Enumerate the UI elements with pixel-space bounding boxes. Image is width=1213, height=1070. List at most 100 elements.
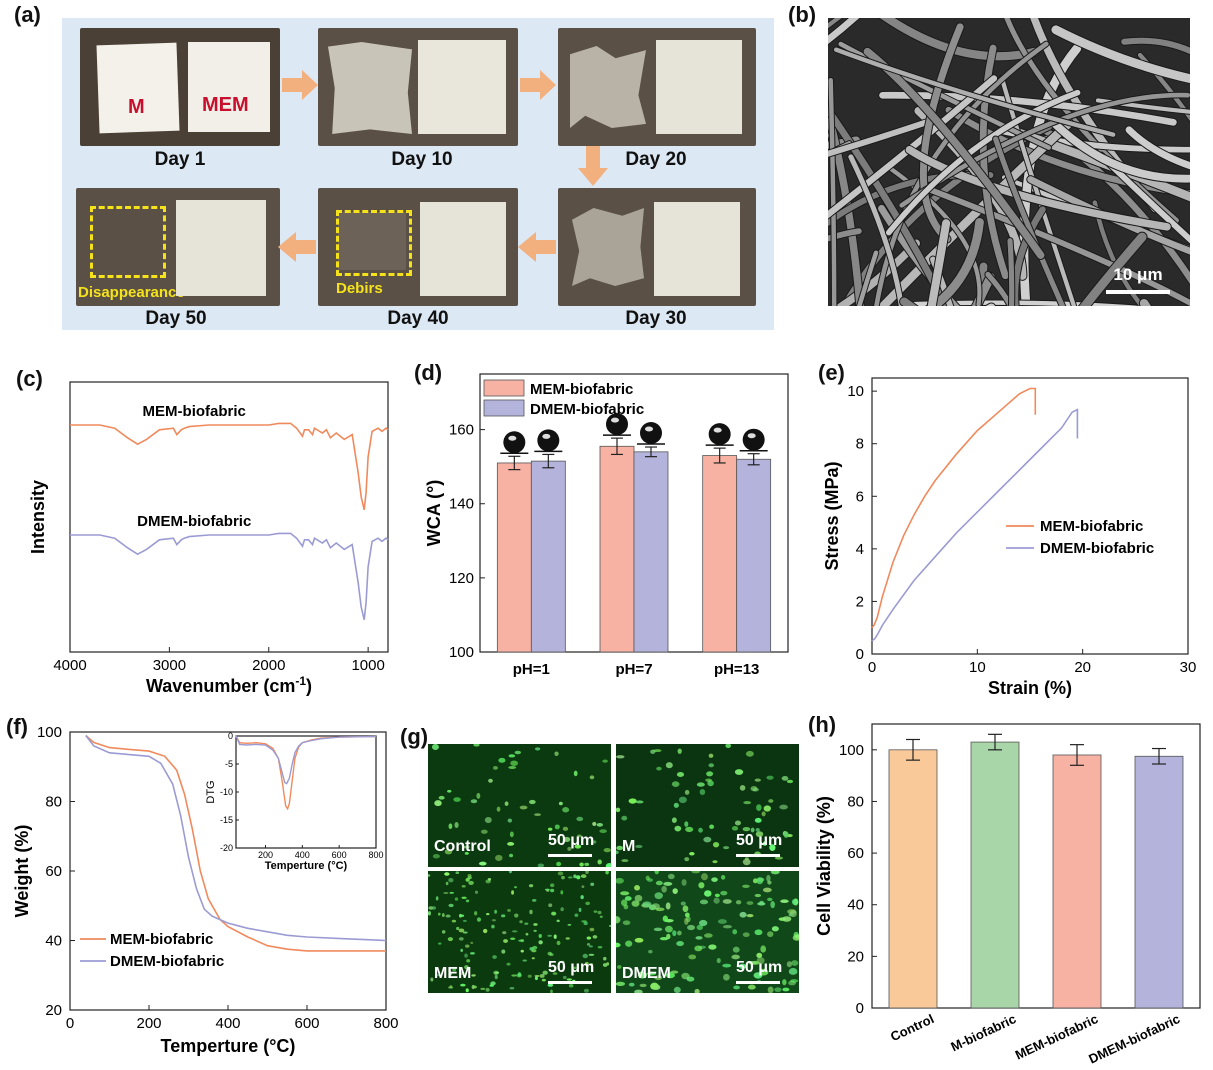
cell-dot [451, 919, 457, 923]
cell-dot [645, 875, 650, 881]
cell-dot [698, 882, 705, 889]
cell-dot [650, 982, 659, 990]
cell-dot [500, 914, 506, 918]
cell-dot [635, 800, 644, 804]
panel-label-f: (f) [6, 714, 28, 739]
cell-dot [589, 927, 595, 932]
cell-dot [637, 971, 648, 979]
x-tick-label: 800 [373, 1015, 398, 1032]
cell-dot [560, 907, 564, 912]
arrow-right-icon [282, 70, 318, 100]
cell-dot [731, 826, 739, 831]
cell-dot [520, 949, 524, 953]
cell-dot [585, 901, 591, 906]
cell-dot [501, 949, 506, 954]
cell-dot [590, 882, 595, 886]
cell-dot [748, 960, 758, 965]
cell-dot [722, 925, 733, 929]
droplet-highlight [747, 433, 756, 439]
cell-dot [464, 965, 469, 970]
cell-dot [492, 919, 496, 922]
cell-dot [747, 984, 756, 990]
plot-frame [69, 381, 389, 653]
droplet-icon [537, 429, 560, 452]
cell-dot [438, 795, 445, 800]
legend-label: DMEM-biofabric [110, 953, 224, 970]
cell-dot [491, 924, 495, 929]
cell-dot [634, 989, 643, 993]
cell-dot [759, 968, 769, 976]
cell-dot [449, 972, 453, 976]
droplet-icon [742, 428, 765, 451]
cell-dot [495, 854, 503, 862]
y-tick-label: 120 [449, 570, 474, 587]
cell-dot [494, 974, 498, 980]
cell-dot [767, 986, 774, 993]
cell-dot [708, 763, 715, 768]
cell-dot [544, 888, 550, 891]
inset-y-tick-label: -20 [220, 843, 233, 853]
disappearance-label: Disappearance [78, 284, 185, 301]
y-axis-label: Intensity [30, 480, 48, 554]
cell-dot [696, 924, 703, 930]
cell-dot [603, 956, 607, 961]
cell-dot [480, 987, 486, 991]
cell-dot [756, 957, 765, 965]
cell-dot [562, 826, 569, 831]
cell-dot [502, 931, 507, 935]
cell-dot [534, 976, 538, 981]
cell-dot [682, 905, 689, 913]
cell-dot [528, 884, 534, 888]
cell-dot [654, 975, 663, 981]
cell-dot [560, 960, 565, 963]
day-1-label: Day 1 [154, 149, 206, 170]
cell-dot [562, 975, 567, 980]
cell-dot [722, 899, 732, 904]
cell-dot [453, 797, 461, 802]
cell-dot [498, 757, 506, 763]
cell-dot [688, 954, 697, 960]
cell-dot [757, 902, 766, 906]
cell-dot [602, 963, 608, 967]
fiber [1014, 128, 1190, 202]
cell-dot [782, 916, 792, 922]
cell-dot [554, 751, 559, 757]
cell-dot [674, 825, 682, 832]
cell-dot [572, 966, 577, 969]
cell-dot [554, 824, 560, 830]
cell-dot [739, 785, 746, 791]
cell-dot [458, 937, 464, 941]
series-line-MEM-biofabric [70, 422, 389, 510]
panel-label-a: (a) [14, 2, 41, 27]
cell-dot [709, 824, 715, 829]
cell-dot [671, 817, 677, 823]
cell-dot [696, 782, 705, 787]
scale-bar-label: 50 μm [548, 832, 595, 849]
cell-dot [655, 880, 663, 886]
cell-dot [574, 913, 579, 917]
cell-dot [622, 920, 631, 926]
cell-dot [755, 831, 764, 838]
cell-dot [460, 972, 465, 976]
y-tick-label: 100 [37, 724, 62, 741]
y-tick-label: 6 [856, 488, 864, 505]
droplet-highlight [645, 426, 653, 432]
day-30-label: Day 30 [625, 308, 687, 329]
cell-dot [616, 845, 624, 851]
cell-dot [493, 970, 499, 975]
cell-dot [766, 775, 774, 780]
panel-label-e: (e) [818, 360, 845, 385]
cell-dot [617, 965, 622, 969]
cell-dot [460, 983, 466, 987]
cell-dot [620, 899, 628, 907]
x-tick-label: pH=13 [714, 661, 759, 678]
fiber [1095, 98, 1190, 114]
cell-dot [465, 944, 470, 948]
x-tick-label: 4000 [53, 657, 86, 674]
cell-dot [763, 805, 771, 812]
day-40-label: Day 40 [387, 308, 449, 329]
inset-x-tick-label: 200 [258, 850, 273, 860]
cell-dot [503, 939, 508, 943]
fiber [879, 18, 1039, 61]
cell-dot [708, 753, 714, 758]
